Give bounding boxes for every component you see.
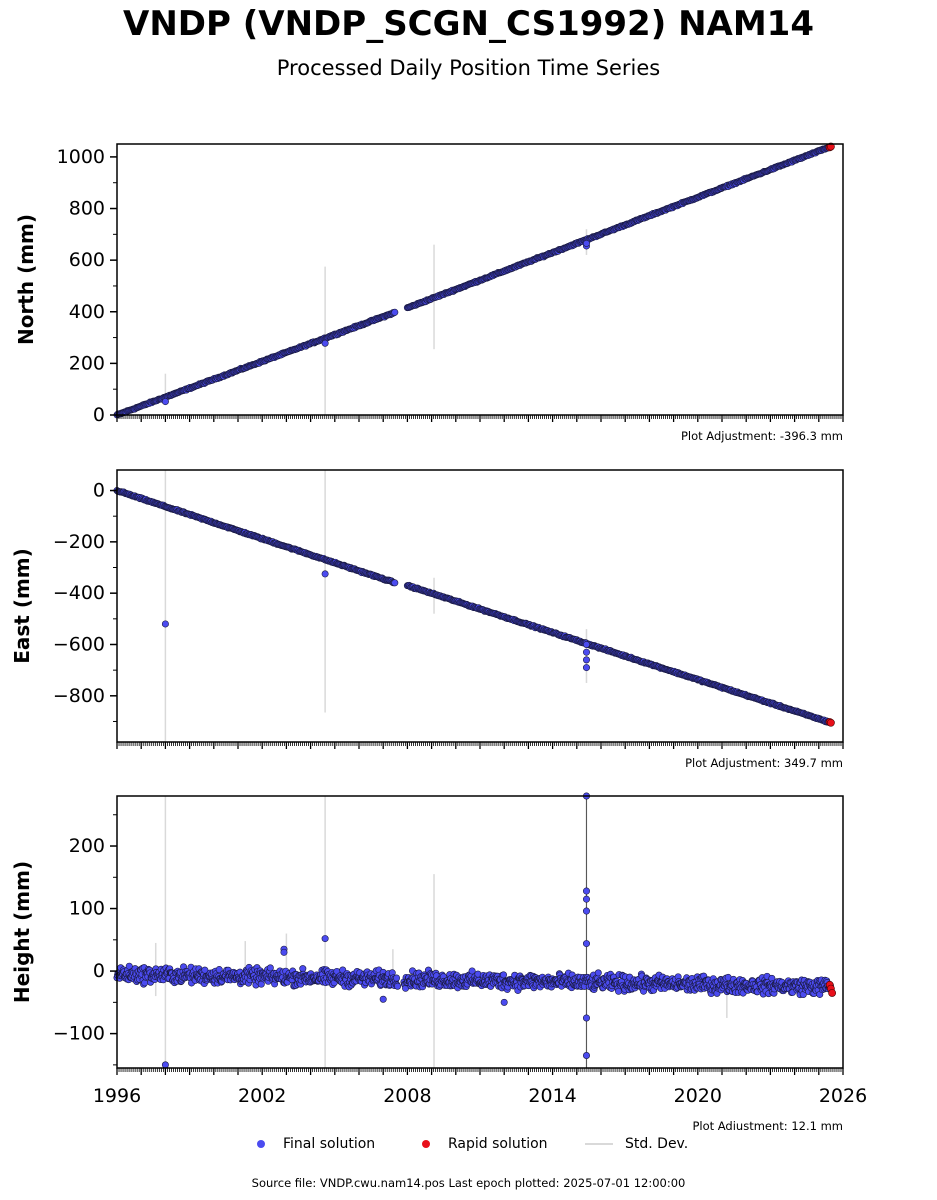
data-point [161, 398, 169, 406]
y-tick-label: −600 [53, 633, 105, 655]
x-tick-label: 2002 [238, 1085, 286, 1107]
y-tick-label: 100 [69, 898, 105, 920]
data-point [582, 1051, 590, 1059]
plot-frame [116, 795, 844, 1069]
x-tick-label: 1996 [93, 1085, 141, 1107]
stddev-marker [585, 1143, 613, 1145]
data-point [582, 887, 590, 895]
rapid-solution-point [827, 718, 835, 727]
data-point [321, 339, 329, 347]
data-point [582, 656, 590, 664]
y-tick-label: 200 [69, 835, 105, 857]
data-point [582, 648, 590, 656]
data-point [161, 620, 169, 628]
source-footer: Source file: VNDP.cwu.nam14.pos Last epo… [251, 1176, 686, 1190]
chart-title: VNDP (VNDP_SCGN_CS1992) NAM14 [123, 4, 814, 44]
data-point [379, 995, 387, 1003]
data-point [582, 640, 590, 648]
data-point [125, 962, 133, 970]
data-point [215, 966, 223, 974]
data-point [393, 974, 401, 982]
legend-rapid-label: Rapid solution [448, 1136, 548, 1152]
data-point [500, 971, 508, 979]
final-solution-points [113, 143, 834, 419]
data-point [500, 998, 508, 1006]
data-point [582, 664, 590, 672]
y-tick-label: 600 [69, 249, 105, 271]
chart-legend: Final solution Rapid solution Std. Dev. [0, 1136, 937, 1160]
data-point [394, 982, 402, 990]
y-tick-label: 1000 [57, 146, 105, 168]
y-axis-label: Height (mm) [10, 861, 34, 1003]
plot-adjustment-label: Plot Adjustment: -396.3 mm [681, 429, 843, 443]
y-axis-label: East (mm) [10, 548, 34, 664]
y-axis-label: North (mm) [14, 214, 38, 345]
final-solution-points [113, 792, 834, 1069]
y-tick-label: −400 [53, 582, 105, 604]
data-point [161, 1061, 169, 1069]
x-tick-label: 2008 [383, 1085, 431, 1107]
data-point [266, 964, 274, 972]
data-point [582, 907, 590, 915]
x-tick-label: 2020 [674, 1085, 722, 1107]
y-tick-label: 200 [69, 352, 105, 374]
data-point [582, 239, 590, 247]
data-point [321, 570, 329, 578]
data-point [391, 308, 399, 316]
chart-subtitle: Processed Daily Position Time Series [276, 56, 661, 80]
x-tick-label: 2026 [819, 1085, 867, 1107]
data-point [582, 895, 590, 903]
y-tick-label: −200 [53, 531, 105, 553]
legend-stddev-label: Std. Dev. [625, 1136, 689, 1152]
data-point [391, 579, 399, 587]
legend-final: Final solution [257, 1136, 375, 1152]
data-point [582, 1014, 590, 1022]
y-tick-label: 0 [93, 404, 105, 426]
data-point [594, 969, 602, 977]
y-tick-label: 0 [93, 480, 105, 502]
data-point [280, 948, 288, 956]
rapid-solution-point [828, 989, 837, 997]
rapid-solution-point [827, 142, 835, 151]
final-solution-points [113, 487, 834, 727]
y-tick-label: −800 [53, 685, 105, 707]
rapid-solution-marker [422, 1140, 430, 1148]
y-tick-label: 800 [69, 198, 105, 220]
plot-adjustment-label: Plot Adjustment: 12.1 mm [692, 1119, 843, 1130]
legend-rapid: Rapid solution [422, 1136, 548, 1152]
legend-stddev: Std. Dev. [585, 1136, 688, 1152]
y-tick-label: −100 [53, 1023, 105, 1045]
y-tick-label: 400 [69, 301, 105, 323]
legend-final-label: Final solution [283, 1136, 376, 1152]
data-point [615, 987, 623, 995]
x-tick-label: 2014 [528, 1085, 576, 1107]
plot-adjustment-label: Plot Adjustment: 349.7 mm [685, 756, 843, 770]
data-point [321, 935, 329, 943]
data-point [582, 940, 590, 948]
data-point [468, 967, 476, 975]
final-solution-marker [257, 1140, 265, 1148]
data-point [141, 979, 149, 987]
y-tick-label: 0 [93, 960, 105, 982]
